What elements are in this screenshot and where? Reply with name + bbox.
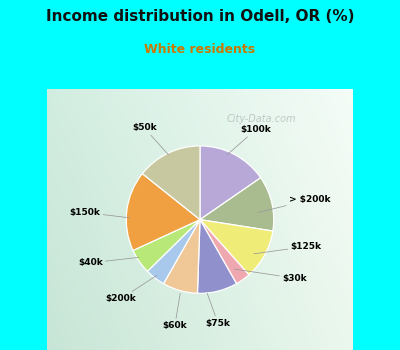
- Wedge shape: [200, 220, 273, 275]
- Wedge shape: [200, 178, 274, 231]
- Text: City-Data.com: City-Data.com: [226, 114, 296, 124]
- Text: White residents: White residents: [144, 43, 256, 56]
- Text: $125k: $125k: [254, 242, 322, 254]
- Text: $200k: $200k: [106, 275, 157, 303]
- Text: $100k: $100k: [227, 125, 271, 155]
- Wedge shape: [126, 174, 200, 251]
- Text: $75k: $75k: [206, 293, 230, 328]
- Text: $40k: $40k: [78, 257, 139, 267]
- Text: $150k: $150k: [70, 208, 130, 218]
- Text: $60k: $60k: [162, 293, 187, 330]
- Text: $50k: $50k: [132, 124, 168, 155]
- Text: $30k: $30k: [234, 269, 307, 282]
- Wedge shape: [200, 220, 249, 284]
- Wedge shape: [142, 146, 200, 220]
- Text: > $200k: > $200k: [258, 195, 330, 212]
- Text: Income distribution in Odell, OR (%): Income distribution in Odell, OR (%): [46, 9, 354, 24]
- Wedge shape: [164, 220, 200, 293]
- Wedge shape: [198, 220, 236, 293]
- Wedge shape: [148, 220, 200, 284]
- Wedge shape: [133, 220, 200, 271]
- Wedge shape: [200, 146, 261, 220]
